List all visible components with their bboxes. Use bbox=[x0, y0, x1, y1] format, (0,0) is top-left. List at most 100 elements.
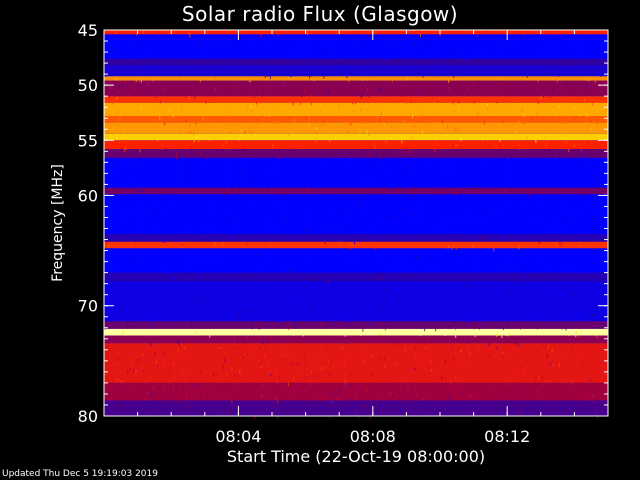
noise-speck bbox=[437, 303, 439, 307]
noise-speck bbox=[127, 206, 129, 208]
noise-speck bbox=[332, 192, 334, 195]
noise-speck bbox=[325, 166, 327, 170]
noise-speck bbox=[150, 405, 152, 408]
noise-speck bbox=[440, 377, 442, 381]
noise-speck bbox=[505, 338, 507, 341]
noise-speck bbox=[398, 299, 399, 302]
noise-speck bbox=[400, 167, 401, 169]
noise-speck bbox=[311, 75, 313, 77]
noise-speck bbox=[372, 199, 374, 203]
noise-speck bbox=[216, 367, 218, 371]
noise-speck bbox=[294, 53, 295, 56]
noise-speck bbox=[112, 64, 114, 68]
noise-speck bbox=[506, 171, 508, 173]
noise-speck bbox=[500, 269, 502, 273]
noise-speck bbox=[262, 281, 264, 284]
noise-speck bbox=[537, 386, 539, 390]
noise-speck bbox=[541, 347, 543, 351]
noise-speck bbox=[322, 386, 324, 388]
noise-speck bbox=[251, 210, 253, 214]
noise-speck bbox=[120, 31, 122, 34]
noise-speck bbox=[400, 331, 402, 334]
noise-speck bbox=[178, 346, 180, 348]
noise-speck bbox=[121, 383, 123, 386]
noise-speck bbox=[266, 186, 268, 191]
noise-speck bbox=[369, 268, 371, 271]
noise-speck bbox=[500, 55, 502, 59]
noise-speck bbox=[583, 99, 585, 101]
noise-speck bbox=[558, 105, 560, 109]
noise-speck bbox=[185, 215, 187, 218]
noise-speck bbox=[289, 401, 291, 404]
noise-speck bbox=[554, 40, 556, 43]
noise-speck bbox=[574, 107, 576, 109]
noise-speck bbox=[341, 126, 343, 130]
noise-speck bbox=[283, 318, 285, 321]
noise-speck bbox=[307, 48, 309, 51]
noise-speck bbox=[483, 164, 485, 168]
noise-speck bbox=[113, 391, 115, 393]
noise-speck bbox=[120, 220, 122, 222]
noise-speck bbox=[484, 381, 486, 383]
noise-speck bbox=[450, 346, 452, 349]
noise-speck bbox=[213, 372, 215, 377]
noise-speck bbox=[178, 129, 180, 133]
noise-speck bbox=[432, 47, 434, 50]
noise-speck bbox=[556, 112, 558, 115]
noise-speck bbox=[224, 156, 226, 159]
noise-speck bbox=[550, 362, 551, 366]
noise-speck bbox=[473, 53, 475, 55]
noise-speck bbox=[583, 153, 585, 158]
noise-speck bbox=[247, 309, 249, 313]
noise-speck bbox=[417, 289, 419, 294]
noise-speck bbox=[120, 380, 122, 383]
noise-speck bbox=[597, 116, 598, 118]
noise-speck bbox=[602, 239, 604, 242]
noise-speck bbox=[577, 300, 579, 304]
noise-speck bbox=[384, 277, 386, 281]
noise-speck bbox=[180, 304, 182, 306]
noise-speck bbox=[152, 273, 154, 275]
noise-speck bbox=[515, 253, 517, 257]
heatmap-band-6 bbox=[104, 96, 608, 103]
noise-speck bbox=[561, 356, 563, 359]
noise-speck bbox=[293, 389, 295, 392]
noise-speck bbox=[440, 36, 442, 40]
noise-speck bbox=[527, 278, 529, 282]
noise-speck bbox=[571, 140, 573, 142]
noise-speck bbox=[523, 92, 525, 96]
noise-speck bbox=[535, 333, 537, 335]
noise-speck bbox=[281, 111, 283, 116]
noise-speck bbox=[508, 172, 510, 175]
noise-speck bbox=[307, 304, 309, 307]
noise-speck bbox=[205, 346, 207, 351]
noise-speck bbox=[347, 214, 349, 217]
noise-speck bbox=[261, 58, 263, 62]
noise-speck bbox=[526, 151, 528, 153]
noise-speck bbox=[518, 40, 520, 42]
noise-speck bbox=[598, 73, 600, 77]
noise-speck bbox=[389, 120, 390, 122]
noise-speck bbox=[177, 374, 178, 377]
noise-speck bbox=[537, 232, 539, 235]
noise-speck bbox=[356, 329, 358, 332]
noise-speck bbox=[555, 281, 556, 286]
noise-speck bbox=[195, 331, 196, 334]
noise-speck bbox=[545, 143, 547, 148]
noise-speck bbox=[259, 209, 261, 211]
noise-speck bbox=[411, 195, 413, 198]
noise-speck bbox=[310, 196, 312, 199]
noise-speck bbox=[340, 48, 342, 52]
noise-speck bbox=[185, 97, 187, 99]
noise-speck bbox=[404, 191, 406, 194]
noise-speck bbox=[452, 143, 454, 147]
noise-speck bbox=[331, 297, 332, 302]
noise-speck bbox=[360, 108, 362, 112]
noise-speck bbox=[249, 347, 251, 352]
noise-speck bbox=[354, 256, 356, 259]
noise-speck bbox=[401, 150, 403, 155]
noise-speck bbox=[306, 150, 307, 152]
noise-speck bbox=[527, 74, 529, 76]
noise-speck bbox=[565, 143, 567, 148]
